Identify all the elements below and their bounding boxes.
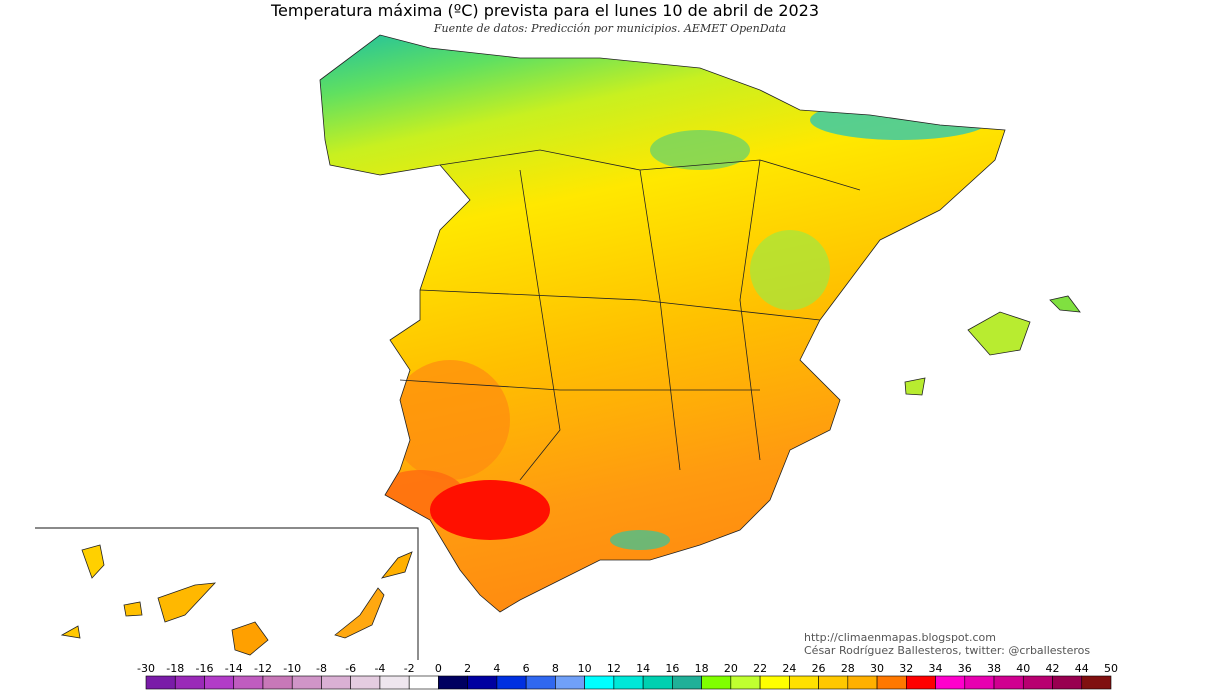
- legend-label: 10: [578, 662, 592, 675]
- legend-swatch: [408, 675, 439, 690]
- legend-label: 16: [665, 662, 679, 675]
- legend-label: 22: [753, 662, 767, 675]
- legend-swatch: [233, 675, 264, 690]
- legend-swatch: [964, 675, 995, 690]
- canary-inset: [35, 527, 419, 660]
- legend-label: 24: [782, 662, 796, 675]
- legend-swatch: [642, 675, 673, 690]
- legend-label: 40: [1016, 662, 1030, 675]
- legend-swatch: [789, 675, 819, 690]
- legend-label: 8: [552, 662, 559, 675]
- legend-label: 36: [958, 662, 972, 675]
- legend-label: 50: [1104, 662, 1118, 675]
- legend-swatch: [584, 675, 615, 690]
- legend-label: 44: [1075, 662, 1089, 675]
- legend-label: 32: [899, 662, 913, 675]
- legend-swatch: [906, 675, 936, 690]
- legend-label: 18: [695, 662, 709, 675]
- legend-swatch: [174, 675, 205, 690]
- legend-swatch: [701, 675, 732, 690]
- legend-label: 4: [493, 662, 500, 675]
- legend-label: -4: [374, 662, 385, 675]
- legend-swatch: [438, 675, 468, 690]
- legend-label: 14: [636, 662, 650, 675]
- legend-swatch: [935, 675, 966, 690]
- legend-swatch: [145, 675, 176, 690]
- legend-swatch: [613, 675, 644, 690]
- legend-label: -10: [283, 662, 301, 675]
- legend-label: 6: [523, 662, 530, 675]
- legend-swatch: [1052, 675, 1083, 690]
- legend-swatch: [379, 675, 410, 690]
- legend-label: 30: [870, 662, 884, 675]
- legend-swatch: [993, 675, 1024, 690]
- legend-label: 20: [724, 662, 738, 675]
- legend-swatch: [291, 675, 322, 690]
- legend-label: -6: [345, 662, 356, 675]
- legend-label: -12: [254, 662, 272, 675]
- legend-label: 38: [987, 662, 1001, 675]
- legend-swatch: [204, 675, 235, 690]
- legend-swatch: [672, 675, 702, 690]
- legend-label: 34: [929, 662, 943, 675]
- legend-swatch: [525, 675, 556, 690]
- legend-swatch: [847, 675, 878, 690]
- legend-swatch: [730, 675, 761, 690]
- legend-label: -30: [137, 662, 155, 675]
- legend-swatch: [759, 675, 790, 690]
- legend-label: -16: [196, 662, 214, 675]
- legend-label: -18: [166, 662, 184, 675]
- credit-url: http://climaenmapas.blogspot.com: [804, 631, 996, 644]
- legend-swatch: [818, 675, 849, 690]
- legend-swatch: [467, 675, 498, 690]
- legend-swatch: [496, 675, 527, 690]
- legend-label: 26: [812, 662, 826, 675]
- legend-label: 0: [435, 662, 442, 675]
- legend-label: 12: [607, 662, 621, 675]
- legend-label: 28: [841, 662, 855, 675]
- legend-swatch: [1081, 675, 1112, 690]
- legend-label: -14: [225, 662, 243, 675]
- subtitle: Fuente de datos: Predicción por municipi…: [433, 22, 786, 35]
- legend-swatch: [1022, 675, 1053, 690]
- legend-label: 2: [464, 662, 471, 675]
- legend-label: -8: [316, 662, 327, 675]
- legend-swatch: [262, 675, 293, 690]
- legend-swatch: [876, 675, 907, 690]
- legend-swatch: [350, 675, 381, 690]
- legend-label: -2: [404, 662, 415, 675]
- credit-author: César Rodríguez Ballesteros, twitter: @c…: [804, 644, 1090, 657]
- mainland: [319, 34, 1006, 613]
- legend-swatch: [321, 675, 351, 690]
- legend-swatch: [555, 675, 585, 690]
- title: Temperatura máxima (ºC) prevista para el…: [270, 1, 819, 20]
- legend-label: 42: [1046, 662, 1060, 675]
- legend: -30 -18 -16 -14 -12 -10 -8 -6 -4 -2 0 2 4 6 8 10 12 14 16 1…: [137, 662, 1118, 690]
- balearic-islands: [904, 295, 1081, 396]
